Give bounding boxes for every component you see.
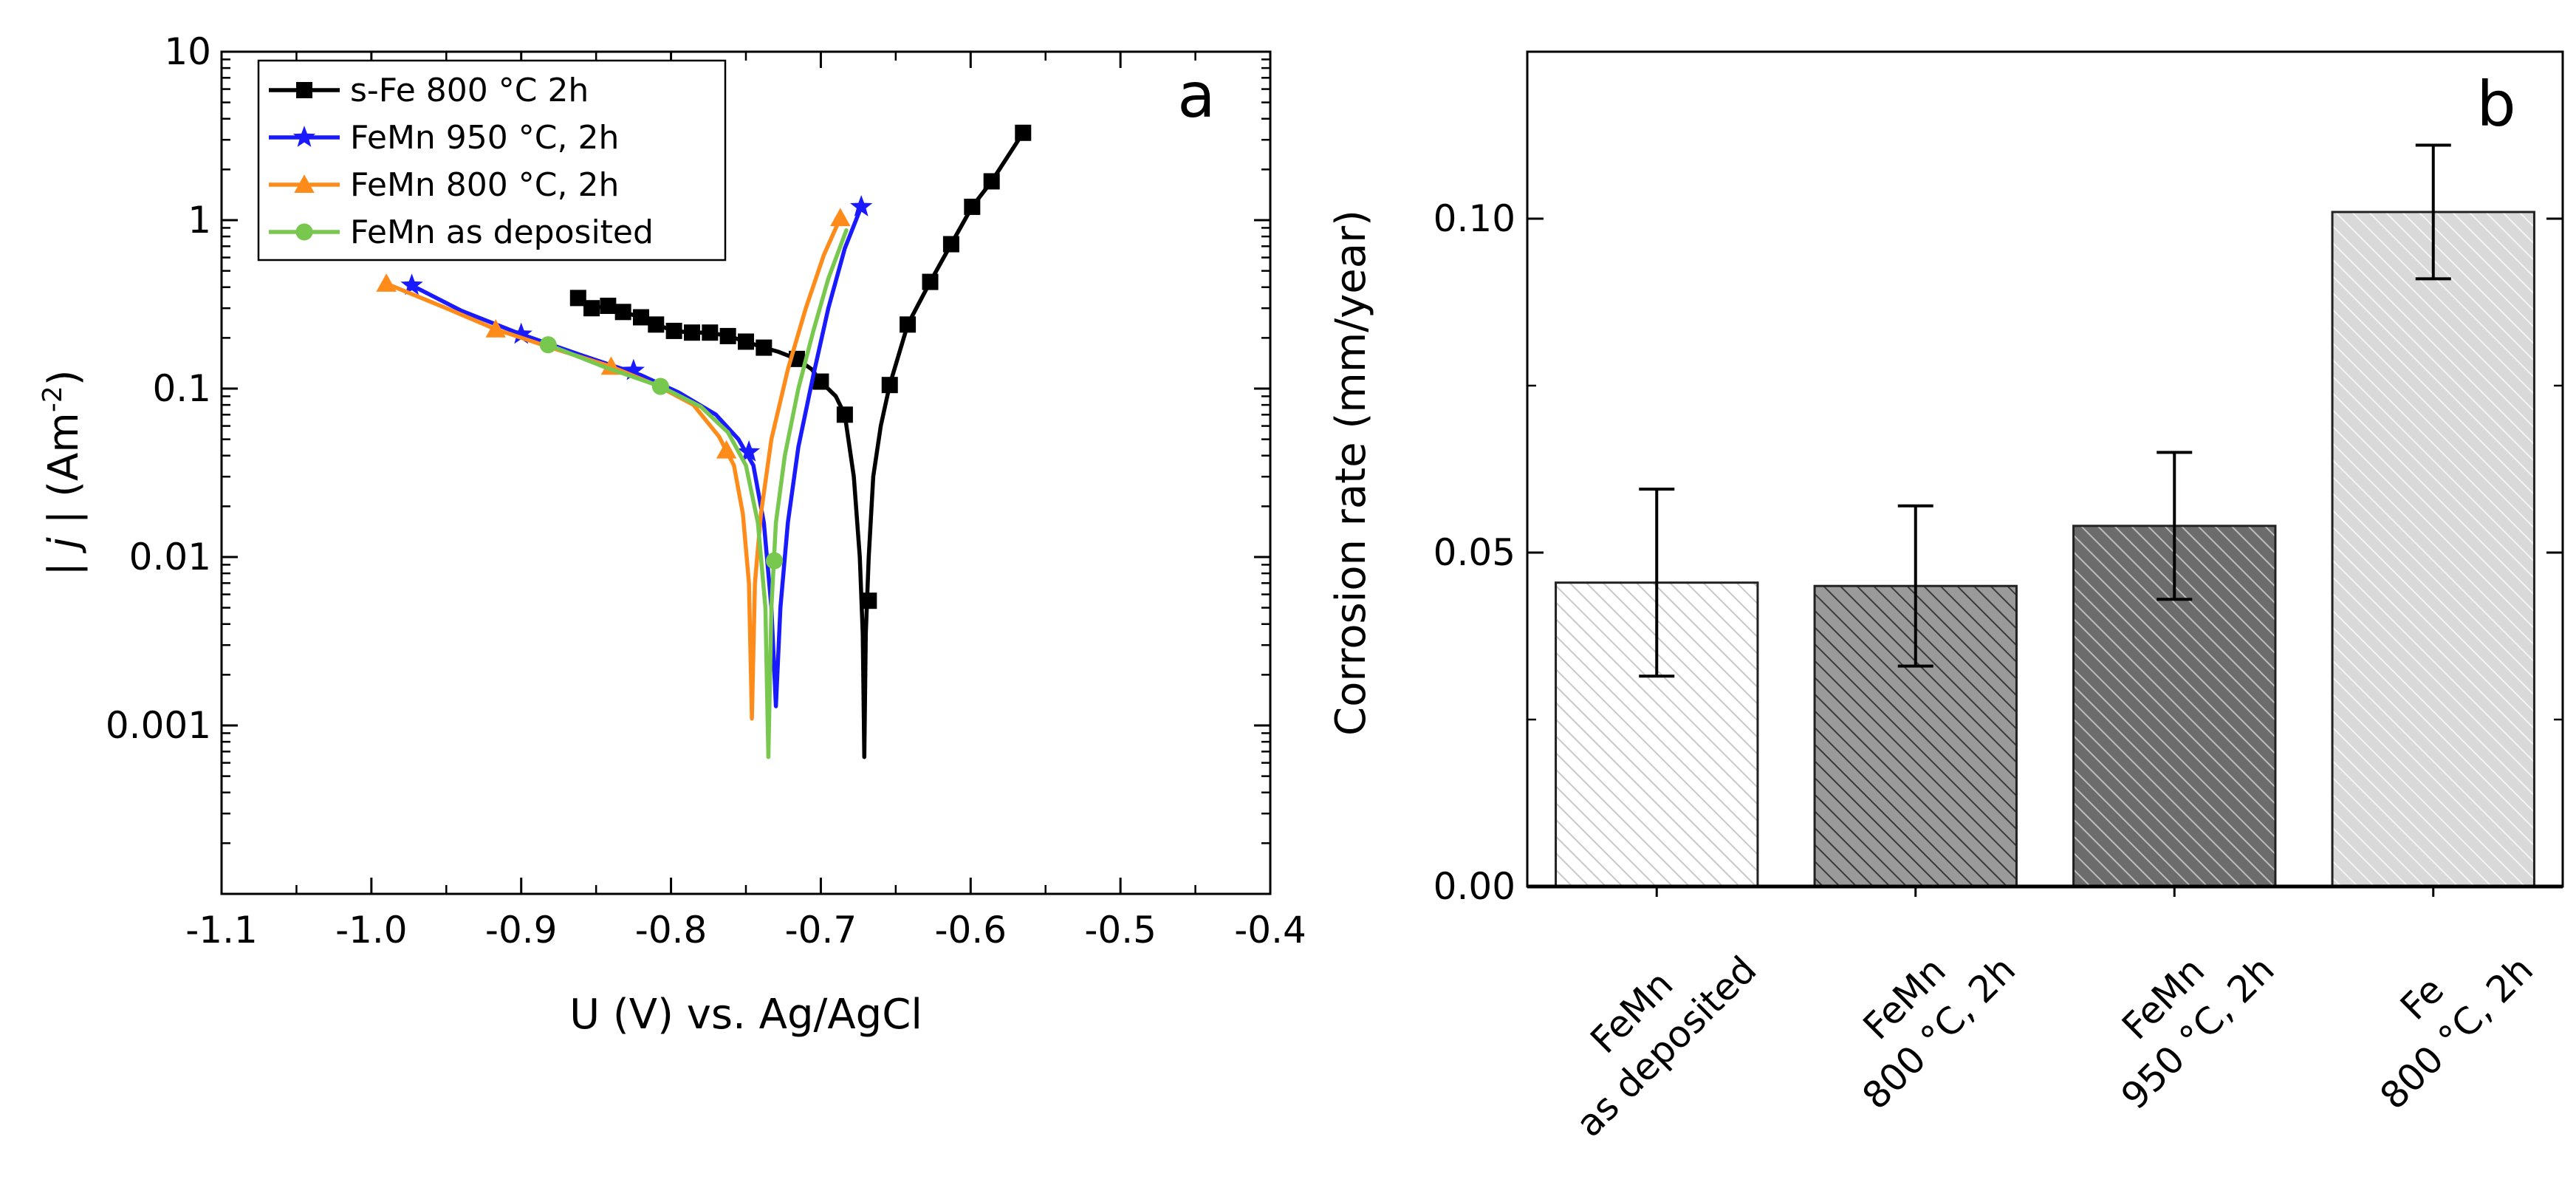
x-tick-label-8: -0.4 [1234, 909, 1306, 952]
series-2-marker-4 [737, 440, 761, 462]
x-tick-label-6: -0.6 [935, 909, 1007, 952]
series-4-group [539, 228, 849, 759]
x-tick-label-4: -0.8 [635, 909, 708, 952]
legend-marker-2 [292, 126, 316, 147]
series-2-line [409, 205, 863, 708]
legend-label-2: FeMn 950 °C, 2h [350, 119, 619, 157]
series-1-group [569, 124, 1032, 759]
legend-label-4: FeMn as deposited [350, 213, 654, 251]
series-1-marker-16 [860, 592, 877, 609]
panel-a-legend: s-Fe 800 °C 2h FeMn 950 °C, 2h FeMn 800 °C… [257, 59, 727, 262]
series-1-marker-10 [719, 327, 736, 344]
legend-box [257, 59, 727, 262]
panel-a-polarization-chart: -1.1 -1.0 -0.9 -0.8 -0.7 -0.6 -0.5 -0.4 0.001 0.0… [38, 30, 1306, 1039]
series-1-marker-4 [614, 304, 631, 321]
series-2-marker-3 [622, 358, 645, 380]
series-3-marker-5 [830, 208, 851, 227]
y-tick-label-1: 0.001 [106, 704, 211, 747]
b-y-tick-label-1: 0.00 [1433, 865, 1515, 908]
series-1-marker-23 [1015, 124, 1032, 141]
series-1-marker-14 [812, 373, 829, 390]
panel-a-x-axis-title: U (V) vs. Ag/AgCl [569, 991, 922, 1039]
x-tick-label-7: -0.5 [1084, 909, 1157, 952]
panel-b-plot-frame [1526, 50, 2564, 888]
legend-marker-4 [295, 223, 313, 241]
series-4-line [546, 228, 849, 759]
legend-label-3: FeMn 800 °C, 2h [350, 166, 619, 204]
series-1-marker-3 [600, 297, 617, 314]
series-1-marker-2 [583, 300, 600, 317]
series-2-marker-1 [400, 273, 423, 296]
bar-4 [2331, 211, 2535, 888]
series-3-marker-2 [485, 318, 506, 338]
b-y-tick-label-3: 0.10 [1433, 197, 1515, 240]
x-tick-label-5: -0.7 [785, 909, 857, 952]
y-tick-label-3: 0.1 [152, 367, 211, 410]
panel-b-label: b [2476, 68, 2515, 140]
series-1-marker-8 [683, 324, 700, 341]
legend-label-1: s-Fe 800 °C 2h [350, 72, 589, 109]
series-1-marker-21 [964, 198, 981, 215]
series-1-marker-15 [836, 406, 853, 423]
panel-a-label: a [1177, 59, 1215, 131]
series-3-marker-4 [716, 440, 737, 459]
series-4-marker-3 [765, 552, 784, 570]
series-2-marker-5 [850, 195, 873, 216]
x-tick-label-3: -0.9 [485, 909, 558, 952]
series-1-marker-1 [569, 290, 586, 307]
legend-marker-3 [294, 174, 315, 193]
series-1-marker-19 [922, 273, 939, 290]
y-tick-label-4: 1 [188, 199, 211, 242]
series-1-marker-11 [738, 333, 754, 350]
b-y-tick-label-2: 0.05 [1433, 531, 1515, 574]
series-1-marker-6 [648, 316, 665, 333]
series-1-marker-5 [633, 309, 649, 326]
series-2-marker-2 [510, 322, 532, 344]
panel-a-y-axis-title: | j | (Am-2) [38, 369, 88, 575]
series-1-marker-18 [900, 316, 917, 333]
series-4-marker-1 [539, 336, 557, 354]
legend-marker-1 [296, 82, 312, 98]
series-2-group [400, 195, 873, 708]
y-tick-label-5: 10 [164, 30, 211, 73]
series-1-marker-12 [756, 339, 773, 356]
series-1-marker-7 [665, 322, 682, 339]
series-1-marker-9 [702, 324, 719, 341]
series-4-marker-2 [651, 378, 669, 395]
series-1-marker-22 [983, 173, 1000, 190]
series-1-marker-17 [881, 377, 898, 394]
b-x-tick-label-4-line2: 800 °C, 2h [2372, 948, 2541, 1117]
panel-b-y-axis-title: Corrosion rate (mm/year) [1327, 210, 1375, 736]
x-tick-label-2: -1.0 [335, 909, 408, 952]
series-1-marker-20 [942, 236, 959, 253]
x-tick-label-1: -1.1 [185, 909, 258, 952]
series-3-marker-1 [376, 273, 397, 292]
y-tick-label-2: 0.01 [129, 536, 211, 578]
